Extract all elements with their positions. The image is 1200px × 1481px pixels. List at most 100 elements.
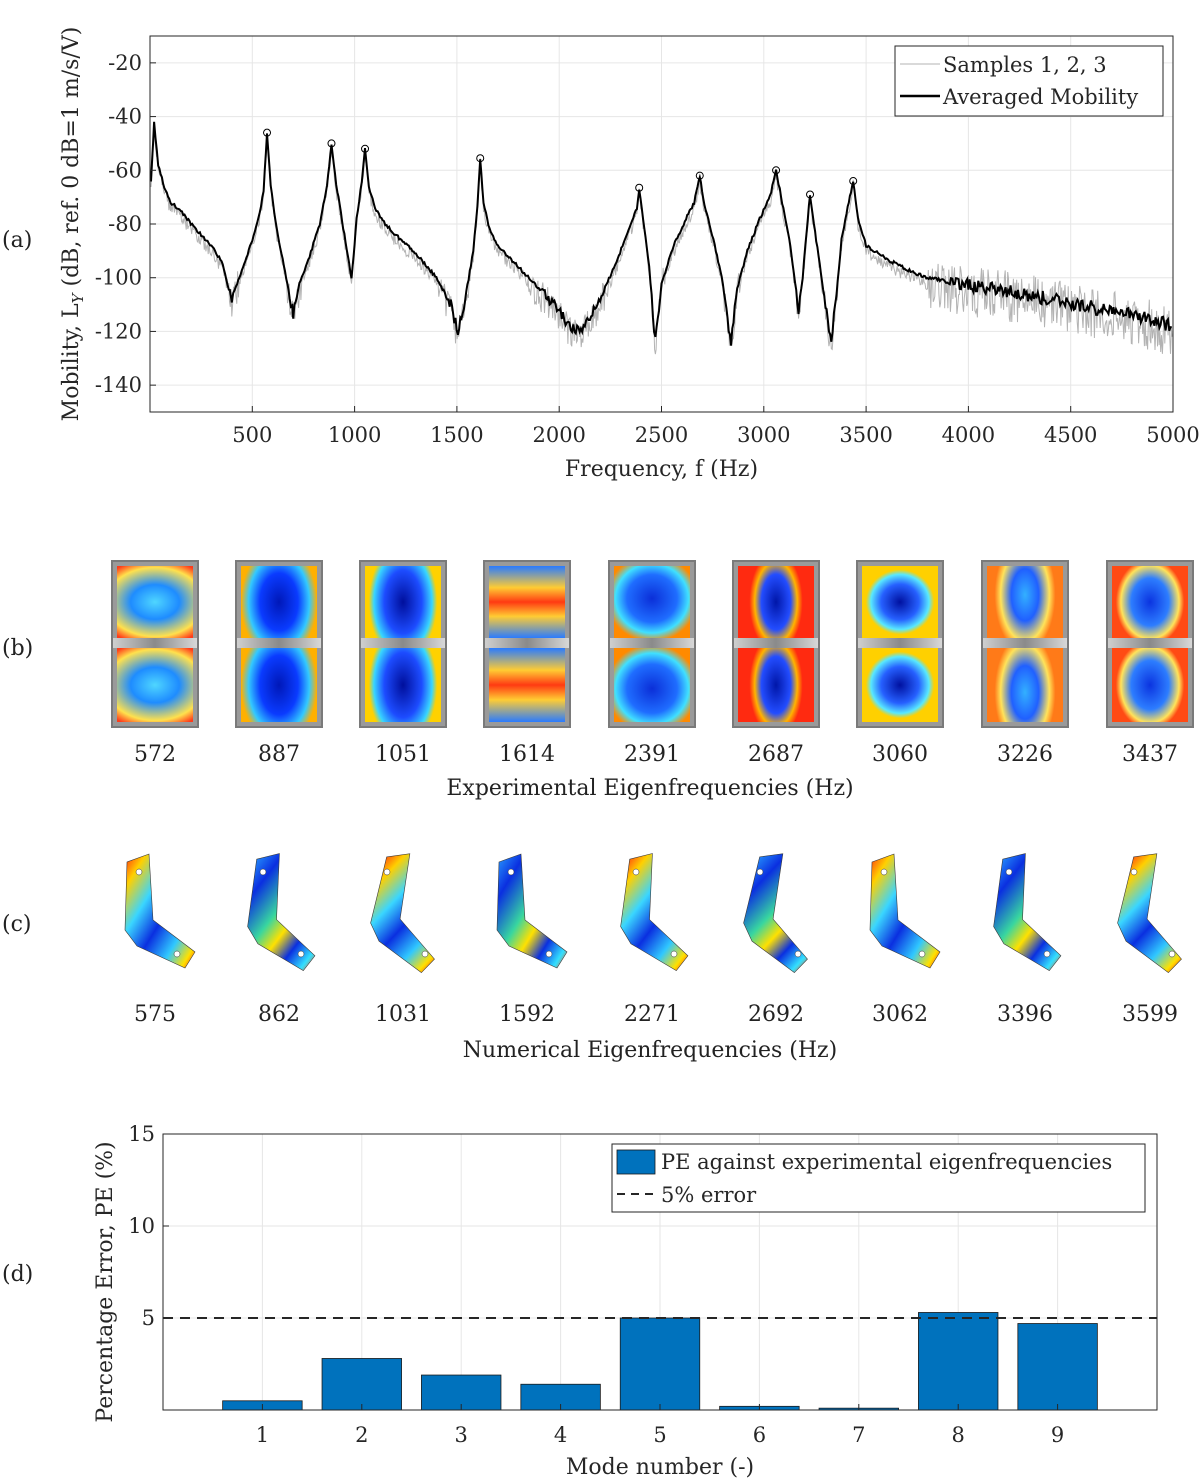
experimental-mode-7 xyxy=(856,560,944,728)
mode-image-bottom-half xyxy=(862,648,938,722)
y-tick-label: -120 xyxy=(95,319,142,343)
y-tick-label: -40 xyxy=(108,105,142,129)
bracket-shape xyxy=(370,853,435,974)
experimental-frequency-label: 1614 xyxy=(499,742,555,767)
mode-image-divider xyxy=(361,638,445,648)
numerical-frequency-label: 1031 xyxy=(375,1002,431,1027)
experimental-frequency-label: 572 xyxy=(134,742,176,767)
mode-image-divider xyxy=(734,638,818,648)
experimental-modes: 572 887 1051 1614 2391 2687 3060 3226 3437 xyxy=(0,560,1200,810)
x-tick-label: 3 xyxy=(455,1423,468,1447)
peak-marker xyxy=(263,128,272,137)
x-tick-label: 7 xyxy=(852,1423,865,1447)
mode-image-top-half xyxy=(489,566,565,638)
x-tick-label: 1500 xyxy=(430,423,483,447)
x-tick-label: 3500 xyxy=(839,423,892,447)
mode-image-top-half xyxy=(987,566,1063,638)
y-axis-label: Percentage Error, PE (%) xyxy=(93,1141,118,1422)
numerical-caption: Numerical Eigenfrequencies (Hz) xyxy=(462,1038,838,1063)
mode-image-top-half xyxy=(241,566,317,638)
legend-entry-samples: Samples 1, 2, 3 xyxy=(943,53,1107,77)
peak-marker xyxy=(635,183,644,192)
mode-image-top-half xyxy=(738,566,814,638)
bracket-shape xyxy=(993,853,1062,972)
peak-marker xyxy=(695,171,704,180)
x-tick-label: 2 xyxy=(355,1423,368,1447)
x-tick-label: 4 xyxy=(554,1423,567,1447)
numerical-modes: 575 862 1031 1592 2271 2692 3062 3396 3599 xyxy=(0,845,1200,1065)
mobility-chart: 500 1000 1500 2000 2500 3000 3500 4000 4500 5000 -… xyxy=(59,27,1200,482)
x-tick-label: 1000 xyxy=(328,423,381,447)
mode-image-divider xyxy=(983,638,1067,648)
mode-image-top-half xyxy=(614,566,690,638)
experimental-frequency-label: 3226 xyxy=(997,742,1053,767)
numerical-frequency-label: 862 xyxy=(258,1002,300,1027)
experimental-mode-4 xyxy=(483,560,571,728)
percentage-error-chart: 1 2 3 4 5 6 7 8 9 5 10 15 Mode number (-) Percentage … xyxy=(93,1122,1158,1480)
error-bar xyxy=(918,1312,999,1411)
experimental-frequency-label: 2687 xyxy=(748,742,804,767)
mode-image-divider xyxy=(113,638,197,648)
mode-image-divider xyxy=(237,638,321,648)
y-tick-label: -20 xyxy=(108,51,142,75)
x-tick-label: 9 xyxy=(1051,1423,1064,1447)
x-axis-label: Mode number (-) xyxy=(566,1455,754,1480)
experimental-frequency-label: 887 xyxy=(258,742,300,767)
experimental-caption: Experimental Eigenfrequencies (Hz) xyxy=(446,776,854,801)
mode-image-bottom-half xyxy=(1112,648,1188,722)
peak-marker xyxy=(327,139,336,148)
experimental-mode-6 xyxy=(732,560,820,728)
peak-marker xyxy=(476,154,485,163)
bracket-shape xyxy=(496,853,568,969)
x-tick-label: 8 xyxy=(952,1423,965,1447)
mode-image-bottom-half xyxy=(241,648,317,722)
experimental-frequency-label: 3060 xyxy=(872,742,928,767)
peak-marker xyxy=(361,144,370,153)
y-tick-label: 5 xyxy=(142,1306,155,1330)
numerical-mode-9 xyxy=(1117,853,1182,974)
numerical-mode-7 xyxy=(869,853,941,969)
numerical-frequency-label: 3599 xyxy=(1122,1002,1178,1027)
peak-marker xyxy=(806,190,815,199)
y-tick-label: -80 xyxy=(108,212,142,236)
numerical-mode-6 xyxy=(743,853,808,974)
mode-image-bottom-half xyxy=(738,648,814,722)
mode-image-bottom-half xyxy=(489,648,565,722)
experimental-mode-8 xyxy=(981,560,1069,728)
numerical-frequency-label: 3062 xyxy=(872,1002,928,1027)
panel-label-d: (d) xyxy=(2,1262,34,1287)
numerical-mode-2 xyxy=(247,853,316,972)
mode-image-top-half xyxy=(862,566,938,638)
peak-marker xyxy=(772,166,781,175)
y-tick-label: 15 xyxy=(128,1122,155,1146)
numerical-mode-5 xyxy=(620,853,689,972)
bracket-shape xyxy=(743,853,808,974)
experimental-mode-1 xyxy=(111,560,199,728)
numerical-mode-3 xyxy=(370,853,435,974)
numerical-frequency-label: 575 xyxy=(134,1002,176,1027)
numerical-frequency-label: 2271 xyxy=(624,1002,680,1027)
experimental-frequency-label: 3437 xyxy=(1122,742,1178,767)
y-tick-label: 10 xyxy=(128,1214,155,1238)
panel-label-a: (a) xyxy=(2,228,33,253)
experimental-frequency-label: 2391 xyxy=(624,742,680,767)
error-bar xyxy=(619,1317,701,1411)
x-axis-label: Frequency, f (Hz) xyxy=(565,457,758,482)
legend-entry-pe: PE against experimental eigenfrequencies xyxy=(661,1150,1112,1174)
mode-image-top-half xyxy=(1112,566,1188,638)
numerical-frequency-label: 2692 xyxy=(748,1002,804,1027)
experimental-mode-2 xyxy=(235,560,323,728)
experimental-frequency-label: 1051 xyxy=(375,742,431,767)
x-tick-label: 3000 xyxy=(737,423,790,447)
panel-label-c: (c) xyxy=(2,912,32,937)
y-tick-label: -100 xyxy=(95,266,142,290)
x-tick-label: 2500 xyxy=(635,423,688,447)
experimental-mode-5 xyxy=(608,560,696,728)
mode-image-bottom-half xyxy=(117,648,193,722)
mode-image-bottom-half xyxy=(365,648,441,722)
mode-image-divider xyxy=(485,638,569,648)
panel-label-b: (b) xyxy=(2,636,34,661)
error-bar xyxy=(1017,1323,1098,1411)
legend-entry-average: Averaged Mobility xyxy=(942,85,1138,109)
x-tick-label: 1 xyxy=(256,1423,269,1447)
